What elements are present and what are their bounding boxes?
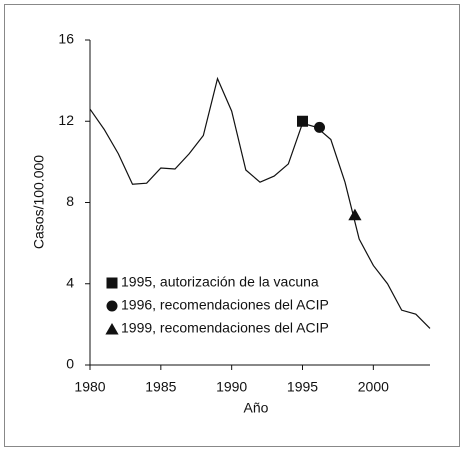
x-tick-label: 1980 [74,379,105,395]
y-tick-label: 12 [58,112,74,128]
x-tick-label: 1985 [145,379,176,395]
x-axis-label: Año [244,400,269,416]
y-tick-label: 4 [66,274,74,290]
x-tick-label: 1990 [216,379,247,395]
y-axis-label: Casos/100.000 [31,155,47,249]
legend-symbol [106,300,118,312]
legend-label: 1999, recomendaciones del ACIP [121,320,329,336]
legend-symbol [105,322,119,335]
frame [4,4,460,447]
y-tick-label: 16 [58,31,74,47]
x-tick-label: 2000 [358,379,389,395]
event-marker [297,115,308,127]
legend-symbol [106,277,118,289]
y-tick-label: 8 [66,193,74,209]
x-tick-label: 1995 [287,379,318,395]
y-tick-label: 0 [66,356,74,372]
line [89,76,431,329]
event-marker [314,121,325,133]
legend-label: 1995, autorización de la vacuna [121,274,319,290]
event-marker [348,208,362,221]
legend-label: 1996, recomendaciones del ACIP [121,297,329,313]
